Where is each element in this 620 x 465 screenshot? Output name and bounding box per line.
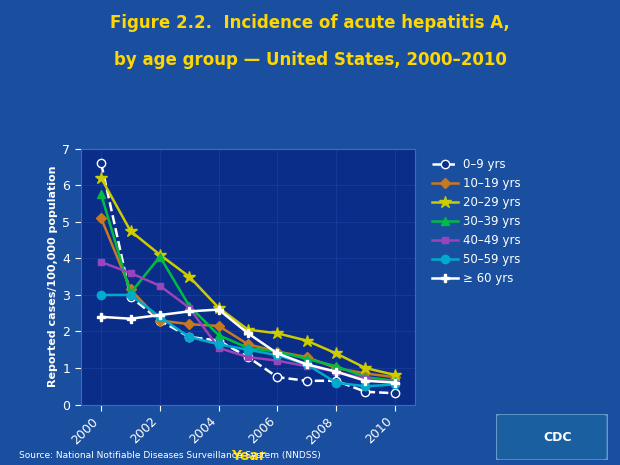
40–49 yrs — [215, 345, 223, 351]
Line: 30–39 yrs: 30–39 yrs — [97, 190, 399, 385]
10–19 yrs — [391, 374, 399, 380]
Line: 10–19 yrs: 10–19 yrs — [98, 215, 398, 381]
0–9 yrs — [127, 294, 135, 299]
Line: 50–59 yrs: 50–59 yrs — [97, 291, 399, 391]
Line: ≥ 60 yrs: ≥ 60 yrs — [97, 306, 399, 387]
20–29 yrs — [273, 331, 281, 336]
40–49 yrs — [391, 380, 399, 385]
10–19 yrs — [97, 215, 105, 221]
10–19 yrs — [127, 286, 135, 292]
≥ 60 yrs — [244, 331, 252, 336]
30–39 yrs — [303, 356, 311, 362]
20–29 yrs — [332, 351, 340, 356]
30–39 yrs — [185, 303, 193, 309]
Text: by age group — United States, 2000–2010: by age group — United States, 2000–2010 — [113, 51, 507, 69]
40–49 yrs — [361, 376, 369, 382]
10–19 yrs — [215, 323, 223, 329]
≥ 60 yrs — [332, 369, 340, 374]
≥ 60 yrs — [215, 307, 223, 312]
40–49 yrs — [332, 369, 340, 374]
50–59 yrs — [303, 362, 311, 367]
Y-axis label: Reported cases/100,000 population: Reported cases/100,000 population — [48, 166, 58, 387]
0–9 yrs — [156, 318, 164, 323]
10–19 yrs — [185, 321, 193, 327]
40–49 yrs — [185, 305, 193, 311]
50–59 yrs — [127, 292, 135, 298]
10–19 yrs — [244, 341, 252, 347]
≥ 60 yrs — [97, 314, 105, 319]
30–39 yrs — [244, 345, 252, 351]
30–39 yrs — [97, 192, 105, 197]
0–9 yrs — [215, 338, 223, 343]
40–49 yrs — [273, 358, 281, 364]
0–9 yrs — [244, 354, 252, 360]
20–29 yrs — [156, 252, 164, 258]
0–9 yrs — [185, 334, 193, 340]
0–9 yrs — [361, 389, 369, 394]
30–39 yrs — [332, 364, 340, 369]
50–59 yrs — [215, 341, 223, 347]
20–29 yrs — [215, 305, 223, 311]
10–19 yrs — [273, 349, 281, 354]
≥ 60 yrs — [361, 378, 369, 384]
10–19 yrs — [303, 354, 311, 360]
40–49 yrs — [244, 354, 252, 360]
30–39 yrs — [127, 290, 135, 296]
50–59 yrs — [361, 384, 369, 389]
0–9 yrs — [273, 374, 281, 380]
Text: CDC: CDC — [543, 431, 572, 444]
20–29 yrs — [185, 274, 193, 279]
0–9 yrs — [391, 391, 399, 396]
30–39 yrs — [215, 332, 223, 338]
20–29 yrs — [244, 327, 252, 332]
10–19 yrs — [332, 365, 340, 371]
≥ 60 yrs — [303, 362, 311, 367]
≥ 60 yrs — [391, 380, 399, 385]
20–29 yrs — [391, 372, 399, 378]
Line: 40–49 yrs: 40–49 yrs — [98, 259, 398, 386]
Text: Source: National Notifiable Diseases Surveillance System (NNDSS): Source: National Notifiable Diseases Sur… — [19, 452, 321, 460]
50–59 yrs — [391, 382, 399, 387]
30–39 yrs — [391, 378, 399, 384]
≥ 60 yrs — [127, 316, 135, 321]
0–9 yrs — [97, 160, 105, 166]
10–19 yrs — [156, 318, 164, 323]
10–19 yrs — [361, 371, 369, 376]
0–9 yrs — [303, 378, 311, 384]
50–59 yrs — [185, 334, 193, 340]
50–59 yrs — [273, 352, 281, 358]
Text: Figure 2.2.  Incidence of acute hepatitis A,: Figure 2.2. Incidence of acute hepatitis… — [110, 14, 510, 32]
≥ 60 yrs — [156, 312, 164, 318]
30–39 yrs — [156, 254, 164, 259]
≥ 60 yrs — [185, 309, 193, 314]
30–39 yrs — [361, 374, 369, 380]
40–49 yrs — [156, 283, 164, 289]
0–9 yrs — [332, 378, 340, 384]
40–49 yrs — [303, 364, 311, 369]
20–29 yrs — [127, 228, 135, 234]
50–59 yrs — [244, 347, 252, 352]
Line: 20–29 yrs: 20–29 yrs — [95, 172, 401, 381]
FancyBboxPatch shape — [496, 414, 608, 460]
≥ 60 yrs — [273, 351, 281, 356]
40–49 yrs — [127, 270, 135, 276]
Legend: 0–9 yrs, 10–19 yrs, 20–29 yrs, 30–39 yrs, 40–49 yrs, 50–59 yrs, ≥ 60 yrs: 0–9 yrs, 10–19 yrs, 20–29 yrs, 30–39 yrs… — [428, 155, 525, 288]
20–29 yrs — [303, 338, 311, 343]
X-axis label: Year: Year — [231, 450, 265, 464]
50–59 yrs — [97, 292, 105, 298]
20–29 yrs — [361, 365, 369, 371]
20–29 yrs — [97, 175, 105, 181]
40–49 yrs — [97, 259, 105, 265]
Line: 0–9 yrs: 0–9 yrs — [97, 159, 399, 398]
30–39 yrs — [273, 349, 281, 354]
50–59 yrs — [156, 314, 164, 319]
50–59 yrs — [332, 380, 340, 385]
